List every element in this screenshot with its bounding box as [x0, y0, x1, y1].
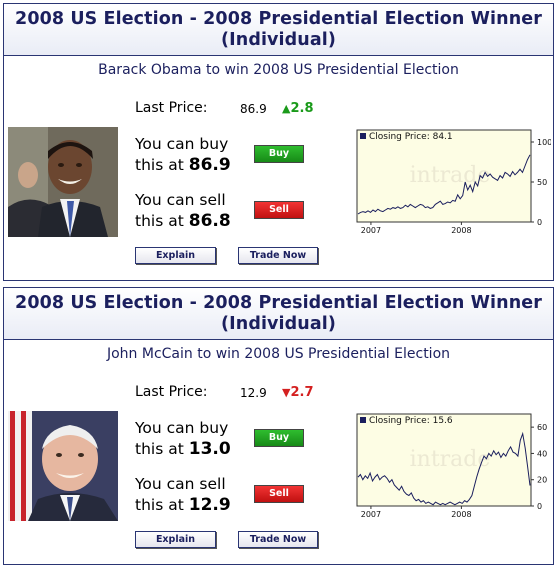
- last-price-value: 86.9: [240, 102, 267, 116]
- legend-swatch: [360, 417, 366, 423]
- explain-button[interactable]: Explain: [135, 531, 216, 548]
- price-change-value: 2.8: [290, 101, 314, 116]
- buy-offer: You can buy this at 13.0: [135, 418, 231, 460]
- market-header: 2008 US Election - 2008 Presidential Ele…: [4, 4, 553, 56]
- sell-offer-line2: this at: [135, 212, 184, 230]
- buy-button[interactable]: Buy: [254, 429, 304, 447]
- sell-button[interactable]: Sell: [254, 485, 304, 503]
- trade-now-button[interactable]: Trade Now: [238, 531, 318, 548]
- buy-price: 86.9: [188, 155, 231, 175]
- sell-offer-line1: You can sell: [135, 191, 226, 209]
- explain-button[interactable]: Explain: [135, 247, 216, 264]
- plot-area: [356, 413, 532, 507]
- last-price-value: 12.9: [240, 386, 267, 400]
- down-arrow-icon: ▼: [282, 386, 291, 399]
- price-change: ▲2.8: [282, 101, 314, 116]
- sell-price: 86.8: [188, 211, 231, 231]
- y-tick-label: 0: [537, 218, 542, 227]
- plot-area: [356, 129, 532, 223]
- legend-label: Closing Price: 84.1: [369, 132, 453, 142]
- price-change: ▼2.7: [282, 385, 314, 400]
- buy-price: 13.0: [188, 439, 231, 459]
- legend-swatch: [360, 133, 366, 139]
- sell-offer-line2: this at: [135, 496, 184, 514]
- buy-offer-line1: You can buy: [135, 419, 229, 437]
- x-tick-label: 2008: [451, 510, 471, 519]
- contract-title[interactable]: Barack Obama to win 2008 US Presidential…: [98, 62, 459, 78]
- trade-now-button[interactable]: Trade Now: [238, 247, 318, 264]
- y-tick-label: 60: [537, 423, 547, 432]
- market-card-mccain: 2008 US Election - 2008 Presidential Ele…: [3, 287, 554, 565]
- y-tick-label: 50: [537, 178, 547, 187]
- candidate-photo: [8, 127, 118, 237]
- price-line: [357, 154, 531, 215]
- last-price-label: Last Price:: [135, 100, 208, 116]
- market-header: 2008 US Election - 2008 Presidential Ele…: [4, 288, 553, 340]
- y-tick-label: 0: [537, 502, 542, 511]
- sell-offer: You can sell this at 86.8: [135, 190, 231, 232]
- x-tick-label: 2007: [361, 226, 381, 235]
- buy-offer-line2: this at: [135, 440, 184, 458]
- buy-button[interactable]: Buy: [254, 145, 304, 163]
- price-change-value: 2.7: [290, 385, 314, 400]
- buy-offer-line1: You can buy: [135, 135, 229, 153]
- x-tick-label: 2007: [361, 510, 381, 519]
- buy-offer: You can buy this at 86.9: [135, 134, 231, 176]
- y-tick-label: 40: [537, 449, 547, 458]
- sell-button[interactable]: Sell: [254, 201, 304, 219]
- watermark: intrade: [410, 447, 491, 472]
- y-tick-label: 20: [537, 476, 547, 485]
- y-tick-label: 100: [537, 138, 551, 147]
- legend-label: Closing Price: 15.6: [369, 416, 453, 426]
- market-card-obama: 2008 US Election - 2008 Presidential Ele…: [3, 3, 554, 281]
- closing-price-chart[interactable]: intrade Closing Price: 15.6 0 20 40 60 2007 200…: [353, 410, 551, 520]
- contract-title[interactable]: John McCain to win 2008 US Presidential …: [106, 346, 451, 362]
- buy-offer-line2: this at: [135, 156, 184, 174]
- last-price-label: Last Price:: [135, 384, 208, 400]
- up-arrow-icon: ▲: [282, 102, 291, 115]
- price-line: [357, 431, 531, 506]
- sell-offer-line1: You can sell: [135, 475, 226, 493]
- candidate-photo: [8, 411, 118, 521]
- sell-price: 12.9: [188, 495, 231, 515]
- x-tick-label: 2008: [451, 226, 471, 235]
- sell-offer: You can sell this at 12.9: [135, 474, 231, 516]
